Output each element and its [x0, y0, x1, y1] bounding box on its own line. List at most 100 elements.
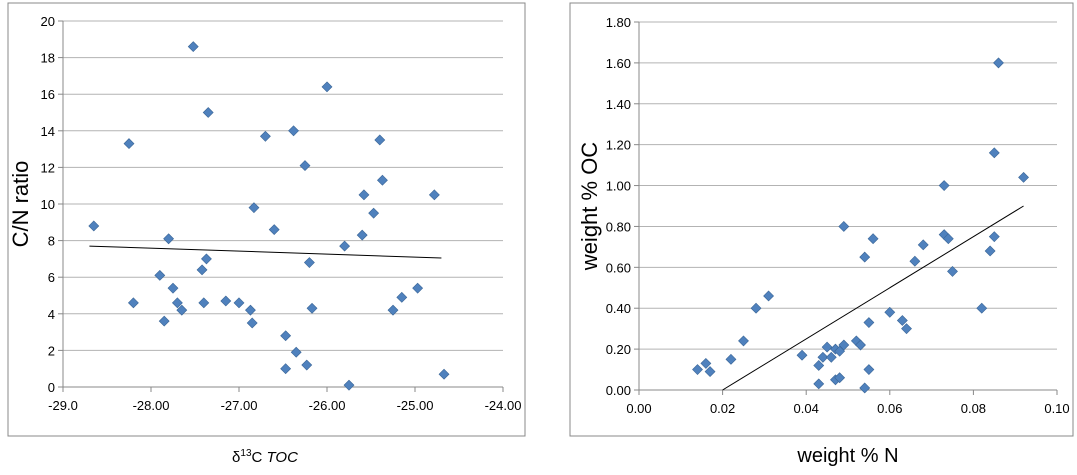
- data-point: [817, 351, 829, 363]
- y-tick-label: 18: [41, 51, 55, 66]
- data-point: [976, 302, 988, 314]
- x-axis-title: weight % N: [796, 445, 898, 467]
- trendline: [89, 245, 442, 259]
- data-point: [288, 125, 299, 137]
- y-tick-label: 4: [48, 307, 55, 322]
- y-tick-label: 0.20: [606, 342, 631, 357]
- data-point: [1018, 171, 1029, 183]
- y-tick-label: 0.80: [606, 219, 631, 234]
- data-point: [339, 240, 351, 252]
- x-axis-title: δ13C TOC: [232, 448, 298, 466]
- data-point: [863, 317, 875, 328]
- data-point: [343, 379, 355, 391]
- x-tick-label: -24.00: [485, 398, 522, 413]
- data-point: [306, 302, 318, 314]
- data-point: [303, 257, 315, 268]
- y-tick-label: 6: [48, 270, 55, 285]
- data-point: [938, 180, 950, 191]
- chart-frame: [569, 2, 1074, 437]
- data-point: [374, 134, 386, 146]
- data-point: [821, 341, 833, 353]
- data-point: [901, 323, 912, 335]
- y-tick-label: 8: [48, 234, 55, 249]
- data-point: [123, 138, 135, 150]
- data-point: [187, 41, 199, 53]
- chart-left-svg: 0 2 4 6 8 10 12 14 16 18 20 -29.0 -28.00 -27.00 -26.00…: [7, 2, 526, 466]
- chart-right-weight-oc: 0.00 0.20 0.40 0.60 0.80 1.00 1.20 1.40 1.60 1.80…: [545, 0, 1077, 475]
- data-point: [942, 233, 954, 245]
- data-point: [268, 224, 280, 236]
- data-point: [984, 245, 996, 257]
- data-point: [917, 239, 929, 251]
- y-tick-label: 1.80: [606, 15, 631, 30]
- data-point: [259, 130, 271, 142]
- data-point: [813, 360, 825, 371]
- x-tick-label: 0.00: [626, 401, 651, 416]
- y-axis-title: weight % OC: [577, 142, 602, 271]
- data-point: [88, 220, 100, 232]
- data-point: [176, 304, 188, 316]
- x-tick-label: -26.00: [309, 398, 346, 413]
- data-point: [438, 368, 450, 380]
- data-point: [993, 57, 1004, 69]
- data-point: [838, 339, 850, 351]
- y-tick-label: 0.60: [606, 260, 631, 275]
- data-point: [163, 233, 175, 245]
- data-point: [863, 364, 875, 375]
- data-point: [947, 265, 958, 277]
- data-point: [201, 253, 212, 265]
- y-tick-label: 20: [41, 14, 55, 29]
- chart-frame: [7, 2, 526, 437]
- data-point: [387, 304, 399, 316]
- y-tick-label: 1.40: [606, 97, 631, 112]
- x-tick-label: -25.00: [397, 398, 434, 413]
- data-point: [127, 297, 139, 309]
- data-point: [196, 264, 208, 276]
- y-tick-label: 1.20: [606, 138, 631, 153]
- data-point: [158, 315, 170, 327]
- data-point: [321, 81, 333, 93]
- data-point: [377, 174, 388, 186]
- data-point: [909, 255, 921, 267]
- data-point: [290, 346, 302, 358]
- data-point: [855, 339, 866, 351]
- x-tick-label: -28.00: [133, 398, 170, 413]
- data-point: [154, 269, 166, 281]
- x-tick-label: -29.0: [48, 398, 78, 413]
- data-point: [412, 282, 424, 294]
- y-axis-title: C/N ratio: [8, 161, 33, 248]
- data-point: [813, 378, 825, 390]
- trendline: [722, 205, 1024, 391]
- y-tick-label: 1.00: [606, 179, 631, 194]
- chart-left-cn-ratio: 0 2 4 6 8 10 12 14 16 18 20 -29.0 -28.00 -27.00 -26.00…: [0, 0, 530, 475]
- y-tick-label: 0: [48, 380, 55, 395]
- data-point: [198, 297, 210, 309]
- data-point: [248, 202, 260, 214]
- data-point: [220, 295, 232, 307]
- y-tick-label: 14: [41, 124, 55, 139]
- y-tick-label: 0.40: [606, 301, 631, 316]
- data-point: [700, 357, 712, 369]
- data-point: [202, 107, 214, 118]
- data-point: [834, 372, 846, 384]
- y-tick-label: 12: [41, 160, 55, 175]
- data-point: [704, 366, 716, 378]
- y-tick-label: 0.00: [606, 383, 631, 398]
- data-point: [299, 160, 311, 171]
- x-tick-label: -27.00: [221, 398, 258, 413]
- data-point: [750, 302, 762, 314]
- data-point: [988, 231, 1000, 243]
- y-tick-label: 1.60: [606, 56, 631, 71]
- y-tick-label: 16: [41, 87, 55, 102]
- chart-right-svg: 0.00 0.20 0.40 0.60 0.80 1.00 1.20 1.40 1.60 1.80…: [569, 2, 1074, 467]
- data-point: [859, 251, 871, 263]
- data-point: [428, 189, 440, 201]
- data-point: [738, 335, 749, 347]
- data-point: [301, 359, 313, 371]
- data-point: [167, 282, 179, 294]
- y-tick-label: 2: [48, 343, 55, 358]
- data-point: [356, 229, 368, 241]
- x-tick-label: 0.06: [877, 401, 902, 416]
- x-tick-label: 0.04: [794, 401, 819, 416]
- data-point: [280, 330, 292, 342]
